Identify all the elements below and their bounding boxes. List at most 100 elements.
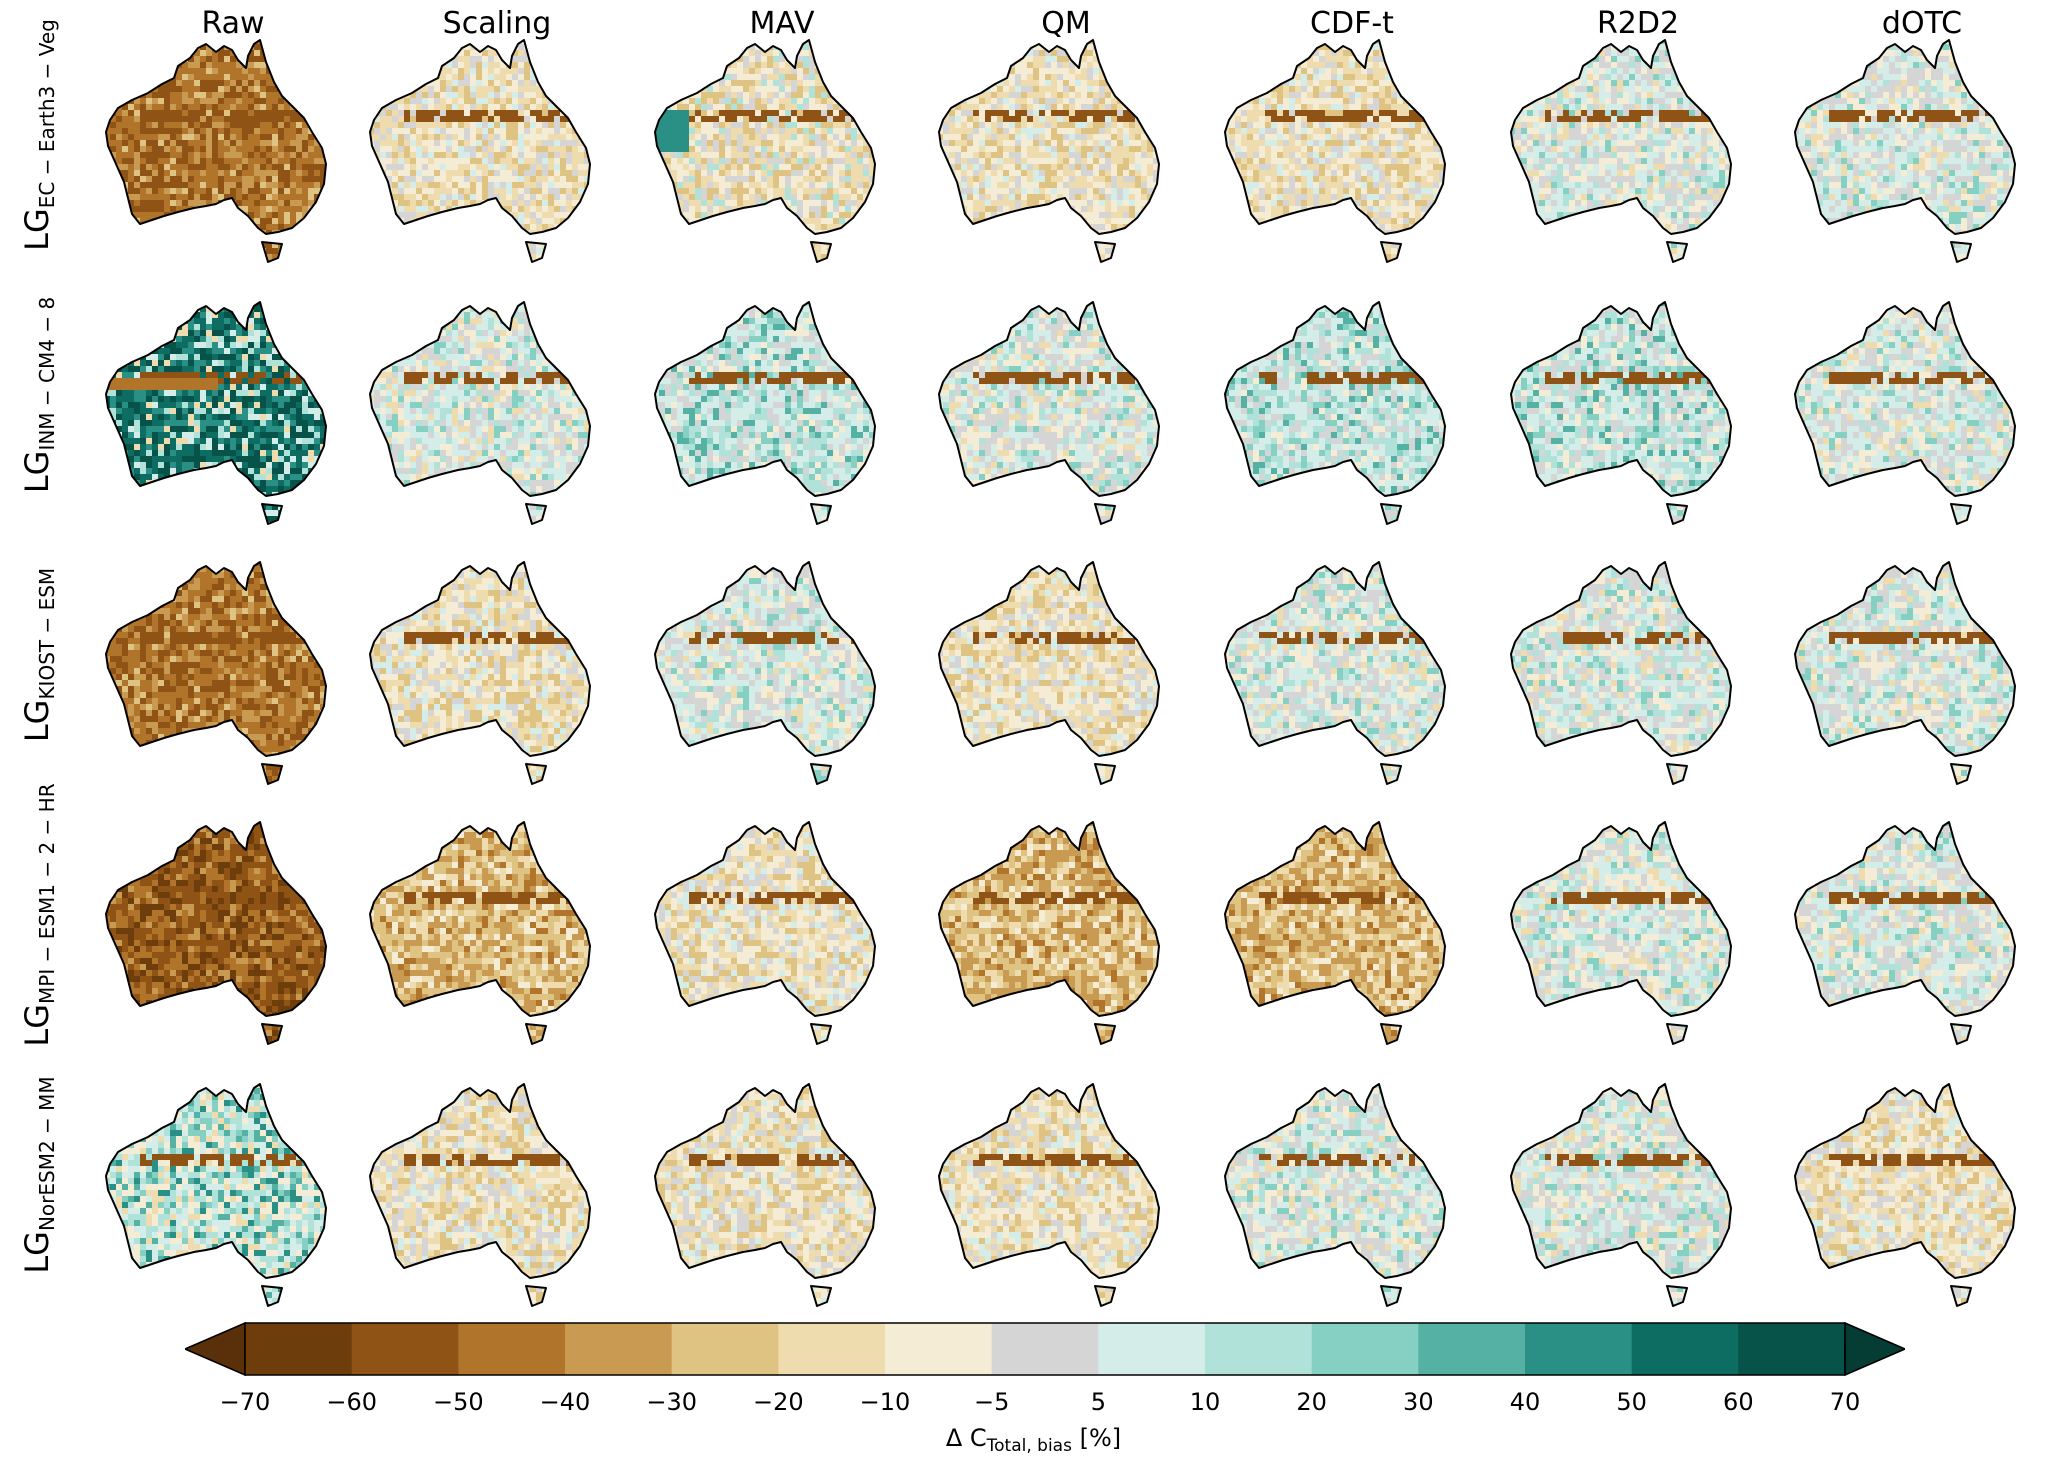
australia-map — [1794, 561, 2016, 785]
map-panel — [362, 560, 632, 802]
australia-map — [654, 561, 876, 785]
map-panel — [647, 300, 917, 542]
bias-field — [939, 822, 1159, 1044]
map-panel — [931, 38, 1201, 280]
colorbar-tick-label: 40 — [1510, 1388, 1541, 1416]
colorbar-tick-label: 60 — [1723, 1388, 1754, 1416]
australia-map — [369, 301, 591, 525]
bias-field — [1225, 40, 1445, 262]
map-panel — [98, 38, 368, 280]
australia-map — [105, 1083, 327, 1307]
bias-field — [939, 40, 1159, 262]
coastline — [1510, 301, 1732, 525]
australia-map — [1510, 821, 1732, 1045]
map-panel — [98, 1082, 368, 1324]
coastline — [654, 301, 876, 525]
map-panel — [1503, 820, 1773, 1062]
map-panel — [1503, 1082, 1773, 1324]
map-panel — [98, 300, 368, 542]
colorbar-over-arrow — [1844, 1322, 1905, 1376]
colorbar-label: Δ CTotal, bias [%] — [0, 1424, 2067, 1456]
coastline — [1794, 301, 2016, 525]
column-title-5: R2D2 — [1508, 4, 1768, 44]
colorbar-tick-label: −30 — [646, 1388, 697, 1416]
coastline — [938, 301, 1160, 525]
coastline — [938, 1083, 1160, 1307]
column-title-4: CDF-t — [1222, 4, 1482, 44]
map-panel — [931, 820, 1201, 1062]
coastline — [1224, 39, 1446, 263]
colorbar-tick-label: 5 — [1091, 1388, 1106, 1416]
row-label-subscript: INM − CM4 − 8 — [35, 297, 59, 451]
colorbar-tick-label: −5 — [974, 1388, 1009, 1416]
coastline — [1224, 561, 1446, 785]
australia-map — [369, 561, 591, 785]
row-label-subscript: NorESM2 − MM — [35, 1076, 59, 1231]
column-title-1: Scaling — [367, 4, 627, 44]
row-label-prefix: LG — [18, 1004, 56, 1047]
australia-map — [654, 39, 876, 263]
australia-map — [369, 1083, 591, 1307]
map-panel — [931, 560, 1201, 802]
coastline — [369, 1083, 591, 1307]
australia-map — [105, 561, 327, 785]
coastline — [1794, 821, 2016, 1045]
australia-map — [1224, 561, 1446, 785]
column-title-0: Raw — [103, 4, 363, 44]
australia-map — [1224, 821, 1446, 1045]
coastline — [1794, 39, 2016, 263]
coastline — [105, 1083, 327, 1307]
australia-map — [654, 1083, 876, 1307]
bias-field — [106, 562, 326, 784]
map-panel — [362, 300, 632, 542]
bias-field — [655, 562, 875, 784]
australia-map — [1510, 301, 1732, 525]
colorbar-frame — [244, 1322, 1846, 1376]
coastline — [105, 821, 327, 1045]
australia-map — [1794, 821, 2016, 1045]
coastline — [654, 1083, 876, 1307]
row-label-subscript: KIOST − ESM — [35, 568, 59, 700]
colorbar-tick-label: 50 — [1616, 1388, 1647, 1416]
australia-map — [654, 301, 876, 525]
map-panel — [931, 1082, 1201, 1324]
australia-map — [1224, 1083, 1446, 1307]
map-panel — [647, 820, 917, 1062]
row-label-prefix: LG — [18, 208, 56, 251]
map-panel — [1217, 300, 1487, 542]
australia-map — [369, 39, 591, 263]
australia-map — [1224, 301, 1446, 525]
map-panel — [98, 820, 368, 1062]
map-panel — [647, 1082, 917, 1324]
colorbar-tick-label: −10 — [860, 1388, 911, 1416]
colorbar-tick-label: −50 — [433, 1388, 484, 1416]
colorbar-tick-label: −70 — [220, 1388, 271, 1416]
bias-field — [1795, 302, 2015, 524]
australia-map — [369, 821, 591, 1045]
coastline — [654, 821, 876, 1045]
map-panel — [362, 820, 632, 1062]
bias-field — [655, 1084, 875, 1306]
map-panel — [1503, 300, 1773, 542]
bias-field — [370, 822, 590, 1044]
map-panel — [1217, 820, 1487, 1062]
colorbar-tick-label: 70 — [1830, 1388, 1861, 1416]
colorbar-tick-label: −40 — [540, 1388, 591, 1416]
map-panel — [362, 38, 632, 280]
coastline — [938, 561, 1160, 785]
map-panel — [647, 560, 917, 802]
colorbar-segment — [1098, 1323, 1206, 1375]
colorbar-segment — [1631, 1323, 1739, 1375]
coastline — [369, 821, 591, 1045]
bias-field — [106, 302, 326, 524]
australia-map — [105, 301, 327, 525]
map-panel — [1787, 1082, 2057, 1324]
column-title-6: dOTC — [1792, 4, 2052, 44]
row-label-subscript: MPI − ESM1 − 2 − HR — [35, 783, 59, 1004]
map-panel — [1217, 1082, 1487, 1324]
colorbar-segment — [1205, 1323, 1313, 1375]
bias-field — [370, 40, 590, 262]
row-label-prefix: LG — [18, 700, 56, 743]
bias-field — [106, 40, 326, 262]
australia-map — [1794, 1083, 2016, 1307]
